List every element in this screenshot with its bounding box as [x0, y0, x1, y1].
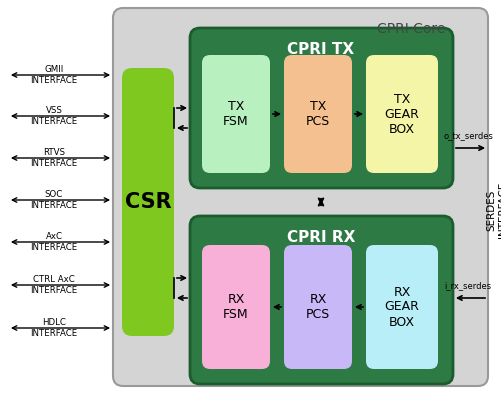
Text: TX
FSM: TX FSM: [223, 100, 248, 128]
FancyBboxPatch shape: [201, 55, 270, 173]
Text: RX
PCS: RX PCS: [305, 293, 330, 321]
FancyBboxPatch shape: [365, 245, 437, 369]
Text: CPRI Core: CPRI Core: [376, 22, 444, 36]
Text: AxC
INTERFACE: AxC INTERFACE: [31, 232, 78, 252]
FancyBboxPatch shape: [113, 8, 487, 386]
FancyBboxPatch shape: [189, 28, 452, 188]
Text: CPRI RX: CPRI RX: [286, 230, 355, 245]
Text: RX
FSM: RX FSM: [223, 293, 248, 321]
Text: RX
GEAR
BOX: RX GEAR BOX: [384, 286, 419, 329]
Text: VSS
INTERFACE: VSS INTERFACE: [31, 106, 78, 126]
FancyBboxPatch shape: [201, 245, 270, 369]
FancyBboxPatch shape: [284, 245, 351, 369]
Text: i_rx_serdes: i_rx_serdes: [443, 281, 490, 290]
Text: SOC
INTERFACE: SOC INTERFACE: [31, 190, 78, 210]
FancyBboxPatch shape: [365, 55, 437, 173]
Text: TX
PCS: TX PCS: [305, 100, 330, 128]
Text: CSR: CSR: [124, 192, 171, 212]
Text: SERDES
INTERFACE: SERDES INTERFACE: [485, 182, 501, 238]
Text: CTRL AxC
INTERFACE: CTRL AxC INTERFACE: [31, 275, 78, 295]
Text: TX
GEAR
BOX: TX GEAR BOX: [384, 93, 419, 136]
FancyBboxPatch shape: [122, 68, 174, 336]
FancyBboxPatch shape: [189, 216, 452, 384]
Text: HDLC
INTERFACE: HDLC INTERFACE: [31, 318, 78, 338]
Text: o_tx_serdes: o_tx_serdes: [442, 131, 492, 140]
FancyBboxPatch shape: [284, 55, 351, 173]
Text: GMII
INTERFACE: GMII INTERFACE: [31, 65, 78, 85]
Text: RTVS
INTERFACE: RTVS INTERFACE: [31, 148, 78, 168]
Text: CPRI TX: CPRI TX: [287, 42, 354, 57]
